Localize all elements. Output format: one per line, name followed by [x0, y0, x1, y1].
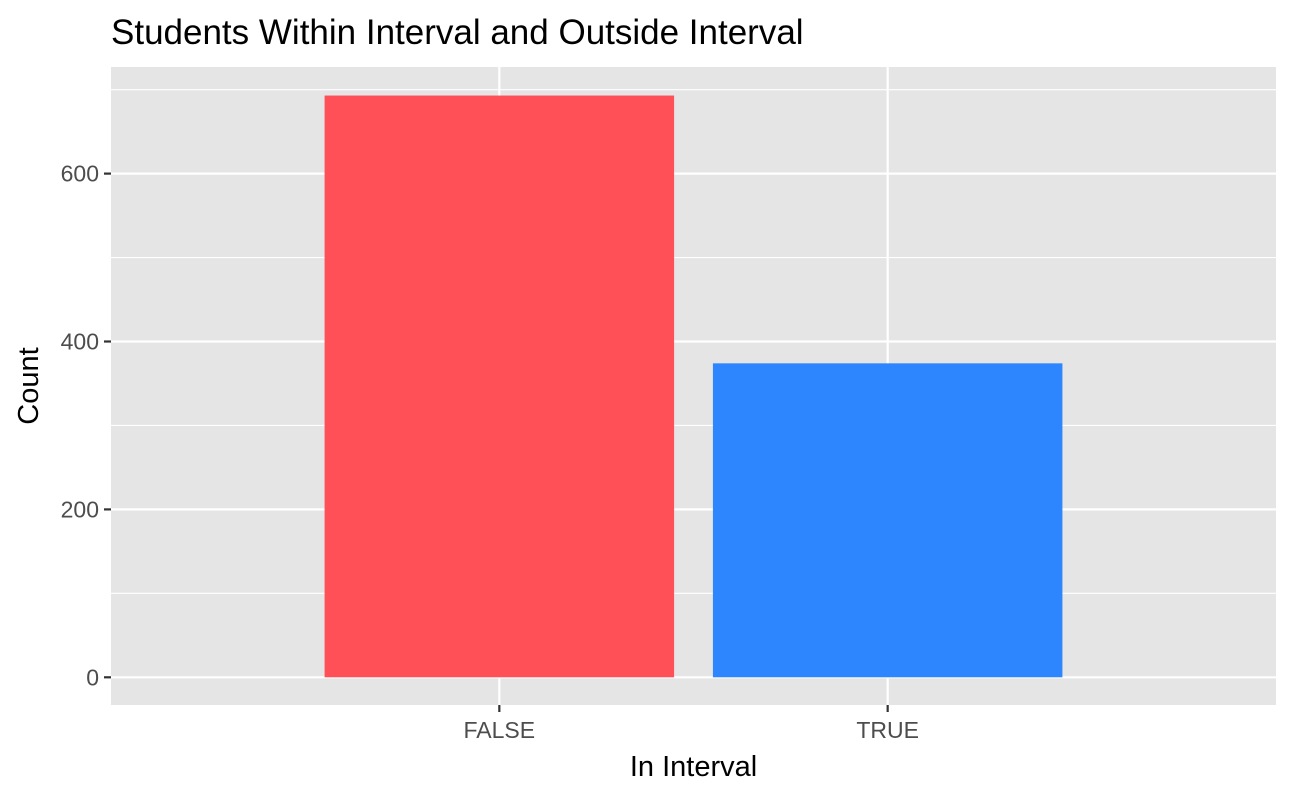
plot-panel: [111, 67, 1276, 705]
bar-false: [324, 95, 675, 678]
y-tick-label: 0: [86, 664, 99, 690]
bars: [324, 95, 1063, 678]
y-tick-label: 600: [61, 161, 99, 187]
bar-true: [712, 363, 1063, 678]
x-tick-label: FALSE: [464, 717, 536, 743]
x-axis-title: In Interval: [630, 751, 757, 783]
axes: 0 200 400 600 FALSE TRUE: [61, 161, 919, 743]
x-tick-label: TRUE: [856, 717, 919, 743]
y-axis-title: Count: [13, 347, 45, 424]
y-tick-label: 200: [61, 496, 99, 522]
y-tick-label: 400: [61, 329, 99, 355]
chart-title: Students Within Interval and Outside Int…: [111, 13, 804, 52]
